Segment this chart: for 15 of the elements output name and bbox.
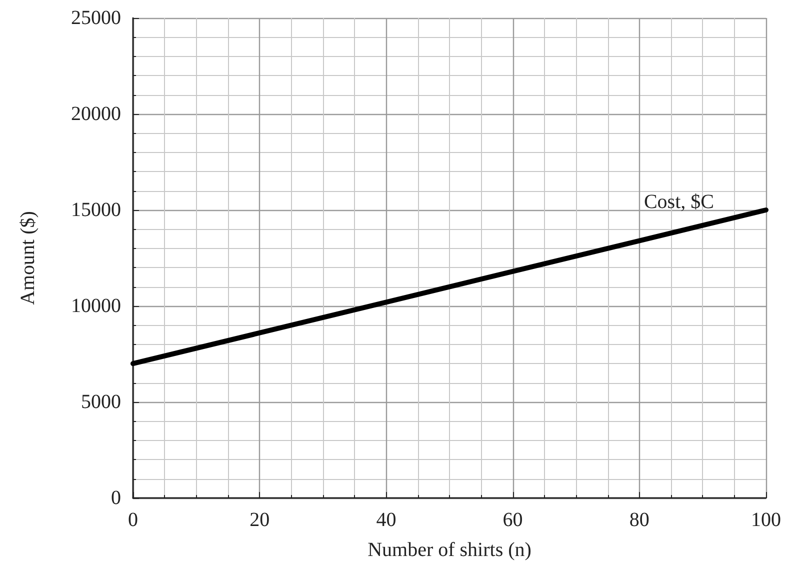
x-tick-label: 40 — [376, 509, 396, 531]
x-tick-label: 80 — [629, 509, 650, 531]
x-tick-label: 60 — [502, 509, 523, 531]
y-tick-label: 10000 — [71, 295, 121, 317]
x-tick-label: 0 — [128, 509, 138, 531]
y-axis-title: Amount ($) — [17, 211, 39, 305]
y-tick-label: 20000 — [71, 103, 121, 125]
x-tick-label: 100 — [751, 509, 781, 531]
y-tick-label: 25000 — [71, 7, 121, 29]
series-label: Cost, $C — [644, 191, 714, 213]
y-tick-label: 15000 — [71, 199, 121, 221]
x-tick-label: 20 — [250, 509, 270, 531]
y-tick-label: 0 — [111, 487, 121, 509]
x-axis-title: Number of shirts (n) — [368, 539, 532, 561]
y-tick-label: 5000 — [81, 391, 121, 413]
